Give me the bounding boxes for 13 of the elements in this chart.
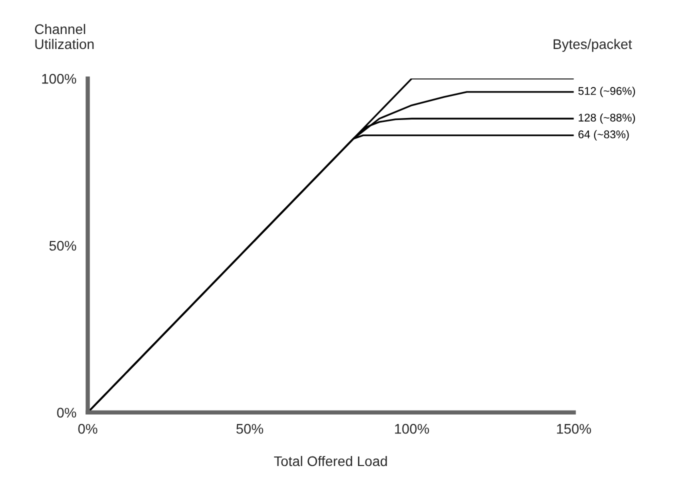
x-tick-label: 150% [557,424,592,434]
y-tick-label: 50% [49,240,76,251]
y-tick-label: 0% [57,408,76,418]
series-label: 128 (~88%) [578,113,635,124]
x-tick-label: 50% [236,424,264,434]
series-label: 64 (~83%) [578,130,629,140]
text: Bytes/packet [554,38,632,52]
x-axis-title: Total Offered Load [274,456,387,466]
x-tick-label: 0% [78,424,98,434]
x-tick-label: 100% [395,424,430,434]
series-label: 512 (~96%) [578,86,635,98]
y-axis-title: Channel Utilization [34,24,94,50]
y-tick-label: 100% [42,74,76,84]
